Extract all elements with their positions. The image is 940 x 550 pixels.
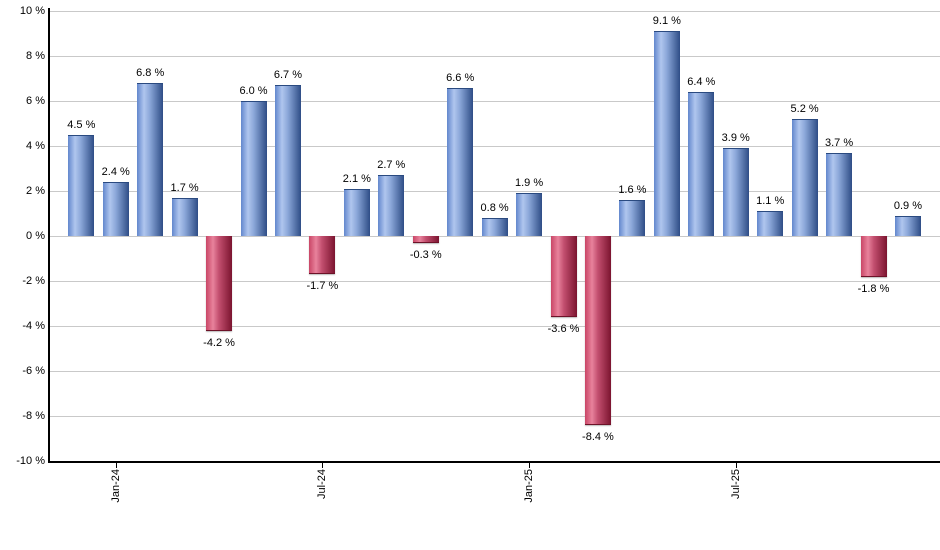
bar (412, 236, 439, 243)
bar-value-label: 2.4 % (101, 166, 130, 178)
bar-value-label: 1.1 % (756, 195, 785, 208)
bar-value-label: 9.1 % (652, 15, 681, 28)
y-axis-tick-label: 2 % (26, 185, 45, 197)
bar (894, 215, 921, 236)
y-axis-tick-label: -4 % (22, 320, 45, 332)
bar-value-label: 6.0 % (239, 85, 268, 97)
bar (137, 83, 164, 236)
x-axis-line (48, 461, 940, 463)
bar (447, 87, 474, 236)
y-grid-line (49, 416, 940, 417)
bar (688, 92, 715, 236)
y-axis-tick-label: -2 % (22, 275, 45, 287)
x-axis-tick (322, 461, 324, 468)
bar-value-label: 2.1 % (342, 172, 371, 185)
bar (378, 175, 405, 236)
bar (550, 236, 577, 317)
bar (653, 31, 680, 236)
y-axis-tick-label: -8 % (22, 410, 45, 422)
bar-value-label: 6.4 % (687, 76, 716, 88)
bar (516, 193, 543, 236)
bar-value-label: -3.6 % (547, 323, 580, 335)
x-axis-tick (529, 461, 531, 468)
bar-value-label: 0.8 % (480, 202, 509, 214)
x-axis-tick-label: Jan-25 (523, 469, 536, 503)
y-axis-tick-label: -6 % (22, 365, 45, 377)
bar (619, 200, 646, 236)
bar-value-label: 4.5 % (67, 118, 96, 131)
bar-value-label: -8.4 % (582, 431, 614, 443)
y-grid-line (49, 281, 940, 282)
x-axis-tick-label: Jul-25 (729, 469, 742, 499)
y-axis-tick-label: 8 % (26, 50, 45, 62)
bar (309, 236, 336, 275)
y-grid-line (49, 326, 940, 327)
bar-value-label: 0.9 % (893, 199, 923, 212)
bar-value-label: 6.8 % (136, 67, 165, 79)
bar-value-label: 3.7 % (824, 136, 854, 149)
bar-value-label: 1.7 % (170, 181, 199, 194)
bar (481, 218, 508, 236)
bar (860, 236, 887, 277)
y-axis-line (48, 8, 50, 463)
bar-value-label: -0.3 % (409, 248, 442, 261)
y-axis-tick-label: 4 % (26, 140, 45, 152)
bar-value-label: 6.6 % (446, 71, 475, 84)
y-axis-tick-label: 0 % (26, 230, 45, 242)
x-axis-tick-label: Jul-24 (316, 469, 329, 499)
bar (206, 236, 233, 331)
bar (584, 236, 611, 425)
bar (274, 85, 301, 236)
bar (68, 134, 95, 236)
y-axis-tick-label: 10 % (19, 5, 45, 17)
bar (171, 197, 198, 236)
x-axis-tick (735, 461, 737, 468)
bar (722, 148, 749, 236)
bar (757, 211, 784, 236)
x-axis-tick-label: Jan-24 (109, 469, 122, 503)
bar-value-label: 3.9 % (721, 132, 750, 145)
x-axis-tick (115, 461, 117, 468)
bar-value-label: 1.6 % (618, 184, 647, 196)
bar (240, 101, 267, 236)
y-grid-line (49, 236, 940, 237)
y-grid-line (49, 371, 940, 372)
y-grid-line (49, 56, 940, 57)
y-axis-tick-label: 6 % (26, 95, 45, 107)
bar-value-label: 2.7 % (377, 159, 406, 172)
bar (826, 152, 853, 236)
y-axis-tick-label: -10 % (16, 455, 45, 467)
bar-value-label: -4.2 % (203, 336, 235, 349)
y-grid-line (49, 11, 940, 12)
bar-value-label: -1.8 % (857, 282, 890, 295)
bar-value-label: 1.9 % (514, 177, 544, 190)
bar-value-label: -1.7 % (306, 280, 339, 293)
bar (343, 188, 370, 236)
y-grid-line (49, 101, 940, 102)
bar-value-label: 6.7 % (273, 69, 303, 82)
bar (102, 182, 129, 236)
bar (791, 119, 818, 236)
bar-value-label: 5.2 % (790, 103, 819, 115)
